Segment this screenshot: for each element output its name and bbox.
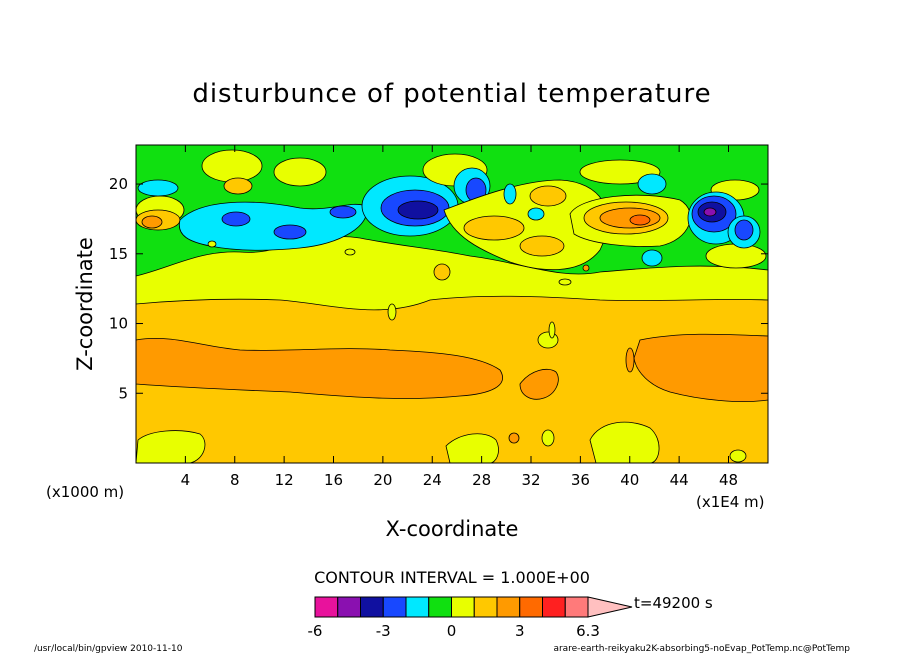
blob-yellow-9: [705, 243, 767, 269]
colorbar-swatch: [542, 596, 566, 618]
y-tick-label: 10: [109, 315, 128, 333]
y-axis-label: Z-coordinate: [73, 237, 97, 371]
cell-5: [625, 347, 635, 373]
blob-orange-3: [223, 177, 253, 195]
colorbar-swatch: [473, 596, 498, 618]
blob-cyan-7: [637, 173, 667, 195]
plot-area: [136, 145, 768, 463]
cell-10: [344, 248, 356, 256]
colorbar-tick-label: -6: [308, 622, 323, 640]
colorbar-swatch: [519, 596, 543, 618]
x-tick-label: 32: [521, 471, 540, 489]
x-tick-label: 48: [719, 471, 738, 489]
x-tick-label: 20: [373, 471, 392, 489]
cell-6: [508, 432, 520, 444]
field-band-9: [589, 421, 660, 463]
colorbar-extension: [587, 596, 633, 618]
x-tick-label: 24: [423, 471, 442, 489]
colorbar-swatch: [428, 596, 452, 618]
footer-right: arare-earth-reikyaku2K-absorbing5-noEvap…: [553, 644, 850, 654]
x-tick-label: 12: [275, 471, 294, 489]
colorbar-tick-label: 6.3: [576, 622, 600, 640]
blob-orange-6: [519, 235, 565, 257]
time-label: t=49200 s: [634, 594, 713, 612]
contour-interval-label: CONTOUR INTERVAL = 1.000E+00: [314, 568, 590, 587]
y-tick-label: 15: [109, 245, 128, 263]
x-unit-label: (x1000 m): [46, 483, 124, 501]
field-band-6: [519, 368, 559, 400]
blob-cyan-5: [527, 207, 545, 221]
x-tick-label: 16: [324, 471, 343, 489]
x-tick-label: 44: [670, 471, 689, 489]
footer-left: /usr/local/bin/gpview 2010-11-10: [34, 644, 183, 654]
blob-navy-1: [397, 200, 439, 220]
y-unit-label: (x1E4 m): [696, 493, 765, 511]
colorbar-tick-label: 0: [447, 622, 457, 640]
cell-4: [548, 321, 556, 339]
cell-7: [541, 429, 555, 447]
x-tick-label: 28: [472, 471, 491, 489]
blob-orange-8: [599, 207, 661, 229]
x-tick-label: 8: [230, 471, 240, 489]
cell-2: [433, 263, 451, 281]
colorbar-swatch: [564, 596, 589, 618]
colorbar-swatch: [314, 596, 339, 618]
colorbar-swatch: [405, 596, 430, 618]
cell-12: [558, 278, 572, 286]
blob-orange-2: [141, 215, 163, 229]
colorbar-swatch: [360, 596, 384, 618]
colorbar-swatch: [337, 596, 361, 618]
cell-11: [582, 264, 590, 272]
chart-title: disturbunce of potential temperature: [192, 79, 711, 109]
colorbar-ticks: -6 -3 0 3 6.3: [308, 622, 600, 640]
cell-8: [729, 449, 747, 463]
blob-cyan-1: [137, 179, 179, 197]
blob-purple-1: [703, 207, 717, 217]
blob-yellow-3: [273, 157, 327, 187]
blob-blue-7: [734, 219, 754, 241]
colorbar-swatch: [451, 596, 475, 618]
blob-cyan-6: [503, 183, 517, 205]
colorbar-swatch: [496, 596, 521, 618]
blob-orange-5: [529, 185, 567, 207]
blob-orange-4: [463, 215, 525, 241]
blob-red-1: [629, 214, 651, 226]
x-tick-label: 40: [620, 471, 639, 489]
colorbar-tick-label: -3: [376, 622, 391, 640]
colorbar: [314, 596, 633, 618]
cell-9: [207, 240, 217, 248]
blob-yellow-6: [579, 159, 661, 185]
y-tick-label: 20: [109, 175, 128, 193]
blob-blue-1: [221, 211, 251, 227]
field-band-5: [633, 333, 768, 402]
plot-frame: [135, 144, 769, 464]
cell-1: [387, 303, 397, 321]
y-tick-label: 5: [118, 384, 128, 402]
x-axis: 4 8 12 16 20 24 28 32 36 40 44 48: [181, 145, 738, 489]
y-axis: 5 10 15 20: [109, 175, 768, 402]
x-tick-label: 4: [181, 471, 191, 489]
colorbar-tick-label: 3: [515, 622, 525, 640]
blob-yellow-2: [201, 149, 263, 183]
field-band-4: [136, 337, 503, 399]
blob-blue-3: [329, 205, 357, 219]
x-axis-label: X-coordinate: [386, 517, 519, 541]
colorbar-swatch: [382, 596, 407, 618]
blob-blue-2: [273, 224, 307, 240]
x-tick-label: 36: [571, 471, 590, 489]
field-band-7: [136, 430, 206, 463]
blob-cyan-10: [641, 249, 663, 267]
